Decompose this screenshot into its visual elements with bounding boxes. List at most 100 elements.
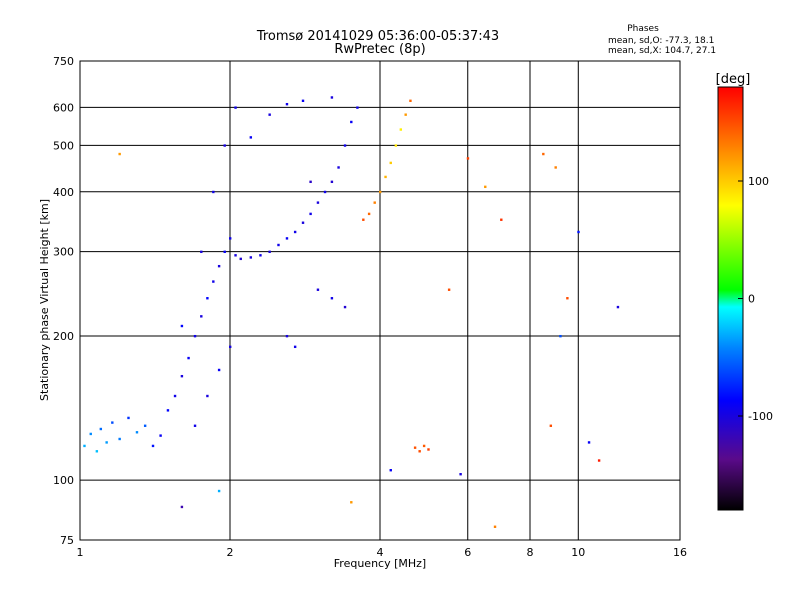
data-point xyxy=(362,218,365,221)
data-point xyxy=(459,473,462,476)
data-point xyxy=(389,469,392,472)
data-point xyxy=(193,424,197,427)
data-point xyxy=(554,166,557,169)
data-point xyxy=(249,256,253,259)
data-point xyxy=(404,113,407,116)
data-point xyxy=(337,166,340,169)
data-point xyxy=(316,288,320,291)
data-point xyxy=(542,152,545,156)
data-point xyxy=(239,257,242,261)
data-point xyxy=(285,237,289,240)
data-point xyxy=(180,324,184,328)
data-point xyxy=(180,505,184,509)
data-point xyxy=(418,450,421,453)
data-point xyxy=(118,437,121,441)
colorbar: [deg] 100 0 -100 xyxy=(716,72,773,511)
x-tick-label: 6 xyxy=(464,546,471,559)
data-point xyxy=(587,441,591,444)
data-point xyxy=(151,444,155,448)
y-tick-label: 600 xyxy=(53,101,74,114)
data-point xyxy=(249,136,253,139)
y-tick-label: 100 xyxy=(53,474,74,487)
data-point xyxy=(422,444,426,448)
data-point xyxy=(549,424,553,427)
data-point xyxy=(447,288,451,291)
data-point xyxy=(389,161,392,165)
data-point xyxy=(367,212,371,216)
data-point xyxy=(187,356,190,360)
data-point xyxy=(399,128,403,131)
data-point xyxy=(166,409,170,412)
data-point xyxy=(293,230,297,234)
data-point xyxy=(493,525,497,528)
data-point xyxy=(356,106,359,109)
data-point xyxy=(193,334,197,338)
data-point xyxy=(484,185,487,189)
colorbar-tick-label: -100 xyxy=(748,410,773,423)
data-point xyxy=(234,106,237,109)
data-point xyxy=(373,201,376,204)
data-point xyxy=(285,334,289,338)
data-point xyxy=(259,254,262,257)
y-tick-label: 750 xyxy=(53,55,74,68)
data-point xyxy=(212,190,215,194)
data-point xyxy=(577,230,580,234)
data-point xyxy=(83,444,86,448)
stats-heading: Phases xyxy=(627,24,659,34)
data-point xyxy=(229,237,232,240)
data-point xyxy=(217,489,221,493)
data-point xyxy=(350,120,353,124)
chart-title: Tromsø 20141029 05:36:00-05:37:43 xyxy=(256,29,499,44)
colorbar-label: [deg] xyxy=(716,72,751,87)
colorbar-tick-label: 100 xyxy=(748,175,769,188)
data-point xyxy=(323,190,327,194)
data-point xyxy=(316,201,320,204)
data-point xyxy=(234,254,237,257)
x-tick-label: 8 xyxy=(527,546,534,559)
y-tick-label: 400 xyxy=(53,186,74,199)
data-point xyxy=(566,297,569,300)
data-point xyxy=(413,446,417,449)
data-point xyxy=(229,345,232,349)
data-point xyxy=(343,305,347,309)
data-point xyxy=(330,96,334,99)
data-point xyxy=(159,434,162,437)
x-tick-label: 1 xyxy=(77,546,84,559)
data-point xyxy=(200,315,203,318)
data-point xyxy=(277,243,280,247)
data-point xyxy=(105,441,108,444)
data-point xyxy=(206,394,209,398)
data-point xyxy=(200,250,203,254)
data-point xyxy=(309,212,312,216)
data-point xyxy=(118,152,121,156)
data-point xyxy=(89,432,92,436)
data-point xyxy=(330,180,334,184)
data-point xyxy=(301,99,305,102)
x-tick-label: 4 xyxy=(377,546,384,559)
data-point xyxy=(268,250,271,254)
y-tick-label: 300 xyxy=(53,246,74,259)
chart-subtitle: RwPretec (8p) xyxy=(334,42,425,57)
data-point xyxy=(206,297,209,300)
x-tick-label: 16 xyxy=(673,546,687,559)
y-tick-label: 200 xyxy=(53,330,74,343)
data-point xyxy=(559,334,562,338)
plot-frame xyxy=(79,60,681,541)
data-point xyxy=(301,221,305,224)
stats-o-line: mean, sd,O: -77.3, 18.1 xyxy=(608,36,714,46)
data-point xyxy=(379,190,382,194)
data-point xyxy=(466,157,470,160)
x-tick-label: 2 xyxy=(227,546,234,559)
colorbar-tick-label: 0 xyxy=(748,293,755,306)
data-point xyxy=(309,180,312,184)
data-point xyxy=(616,305,620,309)
data-point xyxy=(384,175,387,179)
data-point xyxy=(217,264,221,268)
data-point xyxy=(597,459,601,462)
data-point xyxy=(111,421,114,424)
data-point xyxy=(143,424,147,427)
data-point xyxy=(173,394,177,398)
stats-x-line: mean, sd,X: 104.7, 27.1 xyxy=(608,46,716,56)
plot-area xyxy=(80,61,680,540)
data-point xyxy=(409,99,412,102)
